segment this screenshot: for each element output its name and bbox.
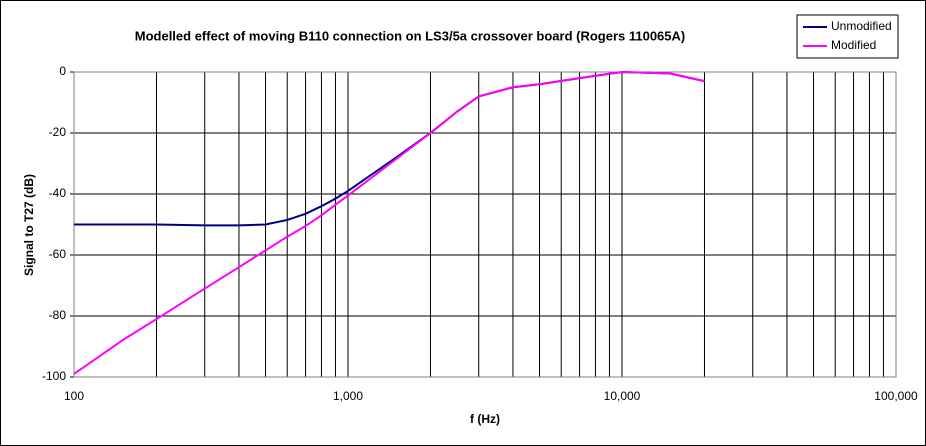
chart-title: Modelled effect of moving B110 connectio… xyxy=(135,28,686,43)
x-tick-label: 1,000 xyxy=(333,389,363,403)
line-series xyxy=(73,70,705,375)
y-tick-label: -20 xyxy=(49,125,67,139)
x-tick-label: 100 xyxy=(64,389,84,403)
legend-label: Modified xyxy=(831,38,876,52)
y-axis-label: Signal to T27 (dB) xyxy=(22,174,36,276)
y-tick-label: -100 xyxy=(42,369,66,383)
x-axis-label: f (Hz) xyxy=(470,412,500,426)
y-tick-label: -60 xyxy=(49,247,67,261)
y-tick-label: -40 xyxy=(49,186,67,200)
y-tick-label: 0 xyxy=(59,64,66,78)
y-tick-label: -80 xyxy=(49,308,67,322)
legend-box xyxy=(796,14,899,59)
legend-label: Unmodified xyxy=(831,19,892,33)
x-tick-label: 10,000 xyxy=(604,389,641,403)
x-tick-label: 100,000 xyxy=(874,389,918,403)
